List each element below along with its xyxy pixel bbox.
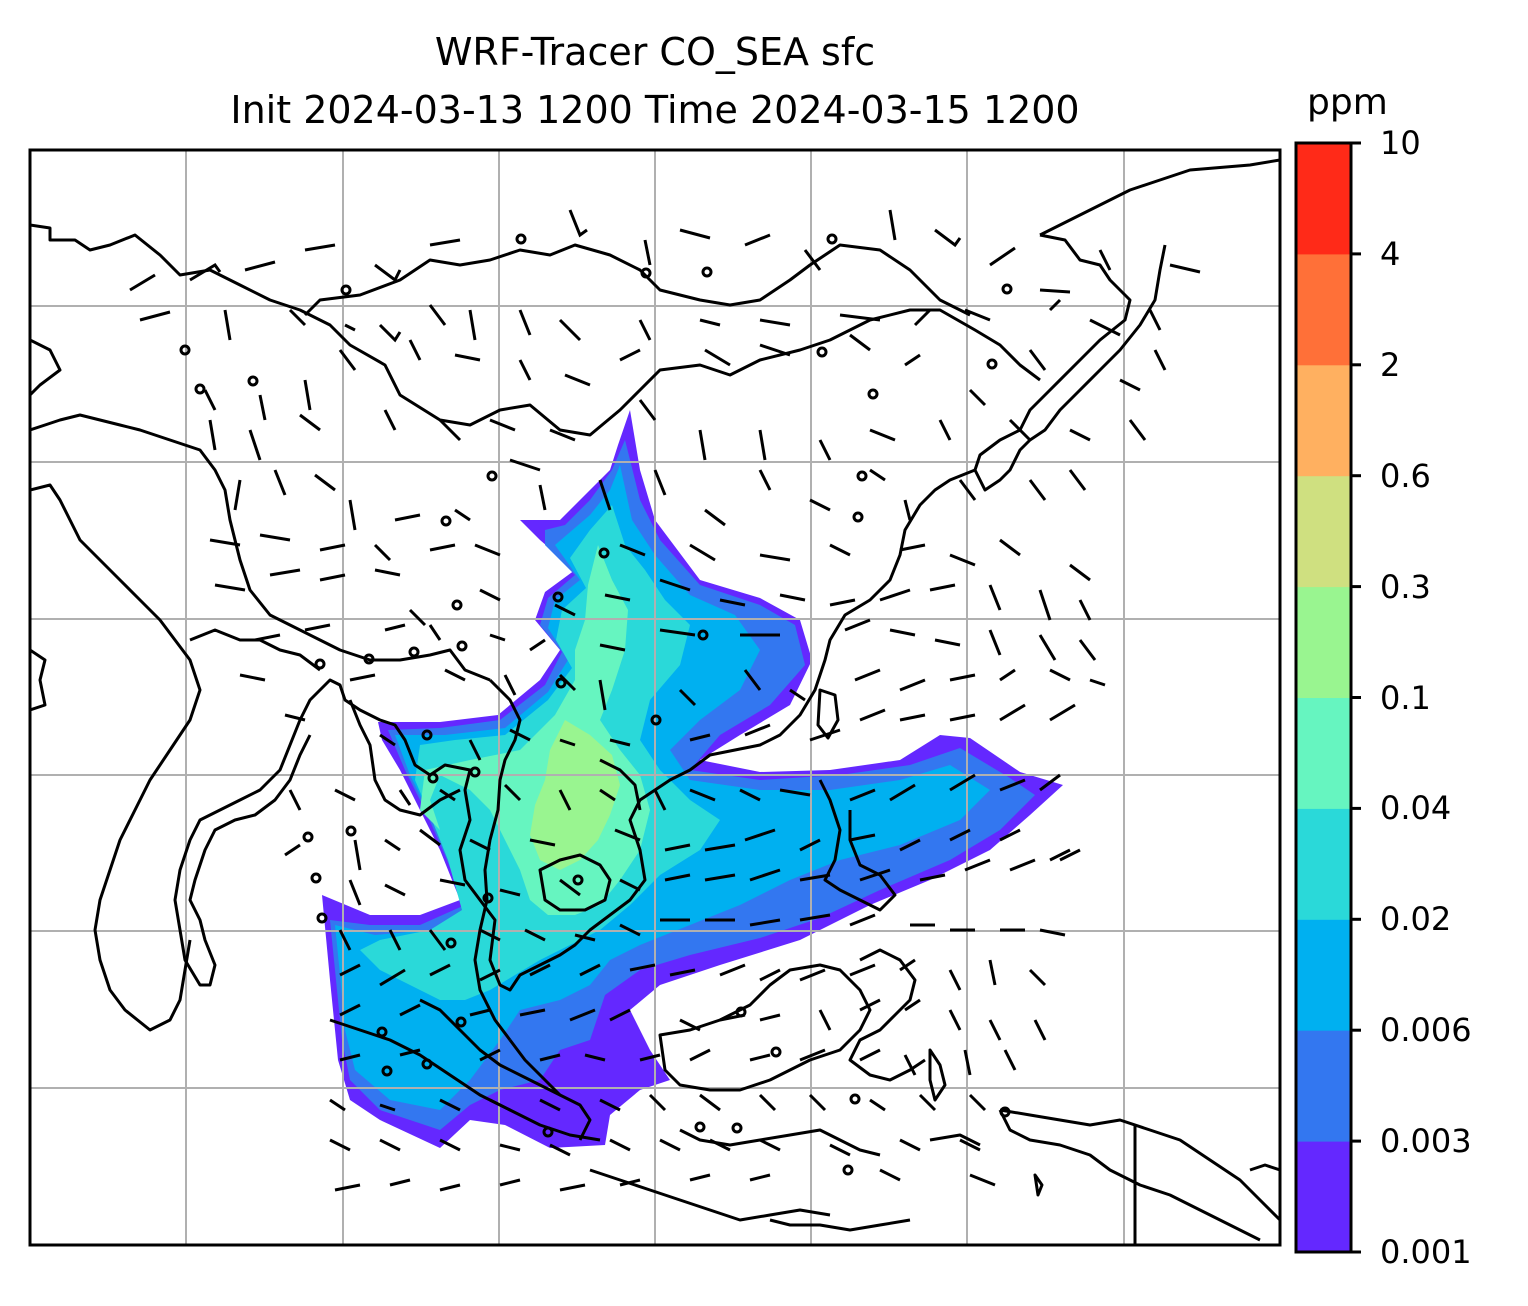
colorbar-tick-label: 0.02 <box>1380 900 1452 939</box>
tracer-plume <box>322 410 1063 1148</box>
map-title-line2: Init 2024-03-13 1200 Time 2024-03-15 120… <box>230 88 1080 132</box>
colorbar-segment <box>1296 808 1351 920</box>
colorbar-tick-label: 2 <box>1380 345 1401 384</box>
colorbar-tick-label: 0.3 <box>1380 567 1431 606</box>
colorbar-tick-label: 0.006 <box>1380 1011 1472 1050</box>
coastlines <box>30 158 1280 1245</box>
colorbar-tick-label: 0.001 <box>1380 1233 1472 1271</box>
colorbar-tick-label: 0.1 <box>1380 678 1431 717</box>
colorbar-segment <box>1296 253 1351 366</box>
wind-barbs <box>129 209 1201 1192</box>
colorbar-tick-label: 10 <box>1380 124 1421 162</box>
colorbar-tick-label: 0.04 <box>1380 789 1452 828</box>
calm-wind-markers <box>179 233 1013 1176</box>
colorbar-segment <box>1296 697 1351 809</box>
graticule <box>30 150 1280 1245</box>
colorbar-segment <box>1296 1141 1351 1253</box>
colorbar-tick-label: 4 <box>1380 234 1401 273</box>
colorbar-segment <box>1296 475 1351 588</box>
colorbar-segment <box>1296 586 1351 698</box>
colorbar-tick-label: 0.003 <box>1380 1122 1472 1161</box>
map-title-line1: WRF-Tracer CO_SEA sfc <box>434 30 876 74</box>
map-panel <box>30 150 1280 1245</box>
plume-level-0.1 <box>530 720 620 870</box>
colorbar-segment <box>1296 143 1351 255</box>
colorbar-units: ppm <box>1307 82 1388 123</box>
colorbar-segment <box>1296 1030 1351 1142</box>
colorbar <box>1294 141 1361 1254</box>
map-frame <box>28 148 1282 1247</box>
colorbar-tick-label: 0.6 <box>1380 456 1431 495</box>
colorbar-segment <box>1296 919 1351 1031</box>
colorbar-segment <box>1296 364 1351 477</box>
